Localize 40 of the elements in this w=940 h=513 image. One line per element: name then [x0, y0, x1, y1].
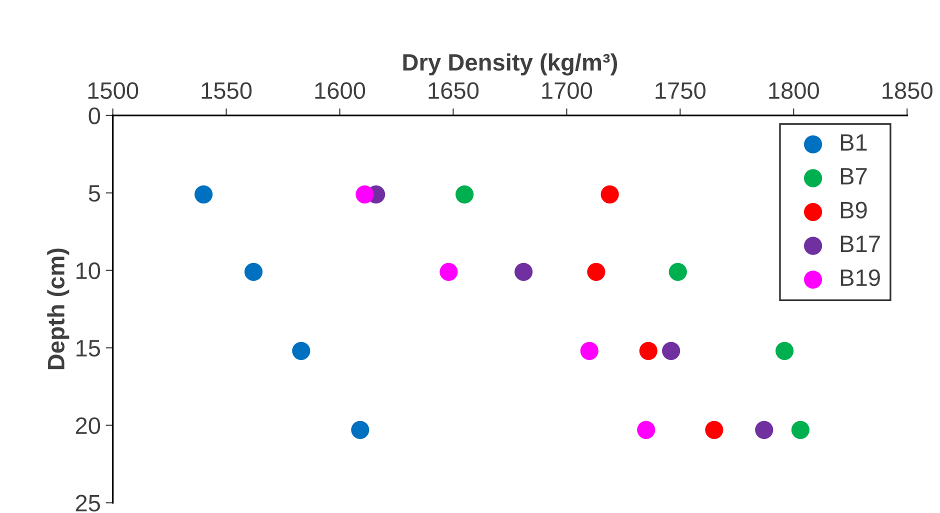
legend-label: B1 [840, 134, 867, 151]
x-tick-label: 1650 [428, 82, 479, 99]
point [637, 420, 656, 439]
y-tick-label: 15 [76, 340, 100, 357]
x-tick-label: 1550 [202, 82, 252, 99]
point [668, 262, 687, 281]
point [244, 262, 263, 281]
legend-label: B7 [840, 168, 867, 184]
y-axis-title: Depth (cm) [47, 248, 70, 370]
legend-label: B9 [840, 202, 867, 218]
point [292, 342, 310, 360]
point [775, 342, 794, 360]
x-tick-label: 1700 [542, 82, 592, 99]
point [791, 420, 810, 439]
x-tick-label: 1800 [769, 82, 819, 99]
point [662, 342, 680, 360]
legend-label: B19 [840, 269, 880, 286]
point [755, 420, 774, 439]
point [356, 185, 374, 204]
y-tick-label: 25 [76, 494, 100, 512]
x-tick-label: 1500 [88, 82, 138, 99]
x-tick-label: 1850 [882, 82, 932, 99]
point [587, 262, 606, 281]
y-tick-label: 5 [88, 185, 100, 202]
x-axis-title: Dry Density (kg/m³) [403, 53, 618, 76]
point [440, 262, 458, 281]
point [639, 342, 658, 360]
x-tick-label: 1600 [315, 82, 366, 99]
point [351, 420, 370, 439]
point [194, 185, 213, 204]
y-tick-label: 10 [76, 262, 100, 280]
point [600, 185, 619, 204]
point [456, 185, 474, 204]
y-tick-label: 0 [88, 107, 100, 124]
legend-label: B17 [840, 236, 880, 252]
x-tick-label: 1750 [656, 82, 706, 99]
point [580, 342, 598, 360]
y-tick-label: 20 [76, 417, 100, 434]
point [514, 262, 533, 281]
point [705, 420, 724, 439]
